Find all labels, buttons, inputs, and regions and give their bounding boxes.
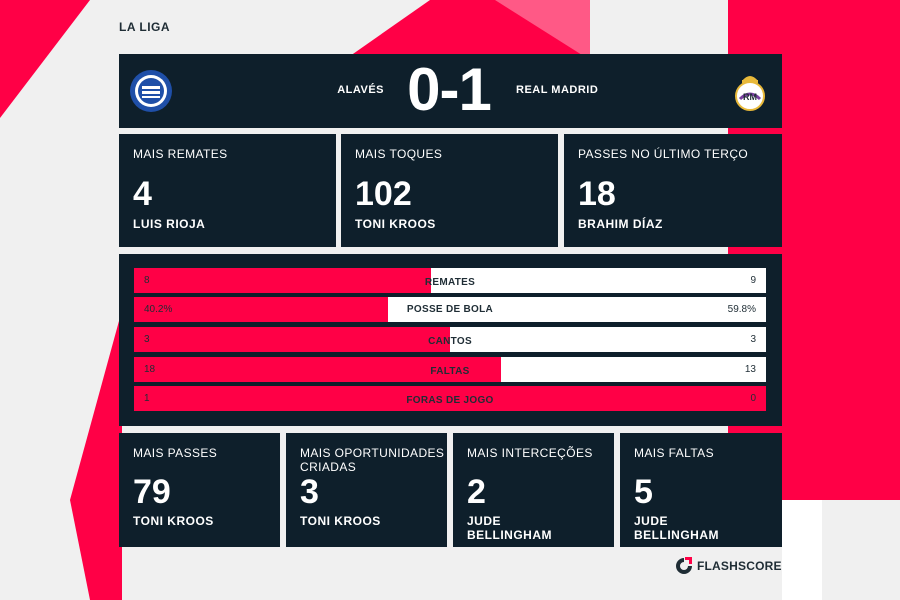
stat-card-label: MAIS FALTAS <box>634 446 714 460</box>
comparison-label: FALTAS <box>430 366 470 377</box>
comparison-bar-home <box>134 357 501 382</box>
comparison-row-fouls: 18 FALTAS 13 <box>134 357 766 382</box>
comparison-home-value: 40.2% <box>144 304 173 315</box>
stat-card-value: 79 <box>133 473 171 511</box>
scoreboard: ALAVÉS 0-1 REAL MADRID RM <box>119 54 782 128</box>
stat-card-player: BRAHIM DÍAZ <box>578 217 663 231</box>
team-comparison: 8 REMATES 9 40.2% POSSE DE BOLA 59.8% 3 … <box>119 254 782 426</box>
real-madrid-crest-icon: RM <box>735 76 765 111</box>
comparison-label: REMATES <box>424 277 476 288</box>
comparison-away-value: 13 <box>744 364 756 375</box>
stat-card-player: TONI KROOS <box>355 217 436 231</box>
stat-card-label: MAIS OPORTUNIDADES CRIADAS <box>300 446 445 474</box>
stat-card-value: 2 <box>467 473 486 511</box>
flashscore-logo-icon <box>676 557 692 574</box>
comparison-bar-home <box>134 297 389 322</box>
stat-card-value: 18 <box>578 175 616 213</box>
comparison-away-value: 9 <box>750 275 756 286</box>
comparison-row-corners: 3 CANTOS 3 <box>134 327 766 352</box>
stat-card-label: MAIS TOQUES <box>355 147 443 161</box>
comparison-label: POSSE DE BOLA <box>406 304 494 315</box>
stat-card-most-chances-created: MAIS OPORTUNIDADES CRIADAS 3 TONI KROOS <box>286 433 447 547</box>
stat-card-player: TONI KROOS <box>133 514 214 528</box>
match-score: 0-1 <box>407 56 492 123</box>
comparison-bar-home <box>134 327 450 352</box>
comparison-row-offsides: 1 FORAS DE JOGO 0 <box>134 386 766 411</box>
comparison-bar-home <box>134 386 766 411</box>
stat-card-player: JUDE BELLINGHAM <box>634 514 719 542</box>
comparison-home-value: 1 <box>144 393 150 404</box>
stat-card-label: MAIS PASSES <box>133 446 218 460</box>
away-team-name: REAL MADRID <box>516 84 599 96</box>
comparison-home-value: 18 <box>144 364 156 375</box>
comparison-bar-home <box>134 268 432 293</box>
stat-card-player: TONI KROOS <box>300 514 381 528</box>
stat-card-value: 102 <box>355 175 412 213</box>
stat-card-most-fouls: MAIS FALTAS 5 JUDE BELLINGHAM <box>620 433 782 547</box>
stat-card-value: 3 <box>300 473 319 511</box>
comparison-away-value: 59.8% <box>727 304 756 315</box>
stat-card-most-interceptions: MAIS INTERCEÇÕES 2 JUDE BELLINGHAM <box>453 433 614 547</box>
svg-text:RM: RM <box>743 92 757 102</box>
stat-card-player: LUIS RIOJA <box>133 217 206 231</box>
stat-card-player: JUDE BELLINGHAM <box>467 514 552 542</box>
stat-card-value: 4 <box>133 175 152 213</box>
comparison-row-possession: 40.2% POSSE DE BOLA 59.8% <box>134 297 766 322</box>
stat-card-most-shots: MAIS REMATES 4 LUIS RIOJA <box>119 134 336 247</box>
stat-card-most-touches: MAIS TOQUES 102 TONI KROOS <box>341 134 558 247</box>
comparison-row-shots: 8 REMATES 9 <box>134 268 766 293</box>
stat-card-value: 5 <box>634 473 653 511</box>
alaves-crest-icon <box>130 70 172 112</box>
league-title: LA LIGA <box>119 20 171 34</box>
stat-card-label: MAIS INTERCEÇÕES <box>467 446 593 460</box>
stat-card-label: MAIS REMATES <box>133 147 228 161</box>
comparison-home-value: 8 <box>144 275 150 286</box>
stat-card-most-passes: MAIS PASSES 79 TONI KROOS <box>119 433 280 547</box>
comparison-label: CANTOS <box>428 336 472 347</box>
home-team-name: ALAVÉS <box>337 84 384 96</box>
comparison-away-value: 0 <box>750 393 756 404</box>
stat-card-label: PASSES NO ÚLTIMO TERÇO <box>578 147 749 161</box>
brand-name: FLASHSCORE <box>697 559 782 573</box>
comparison-home-value: 3 <box>144 334 150 345</box>
comparison-label: FORAS DE JOGO <box>406 395 494 406</box>
stat-card-final-third-passes: PASSES NO ÚLTIMO TERÇO 18 BRAHIM DÍAZ <box>564 134 782 247</box>
comparison-away-value: 3 <box>750 334 756 345</box>
